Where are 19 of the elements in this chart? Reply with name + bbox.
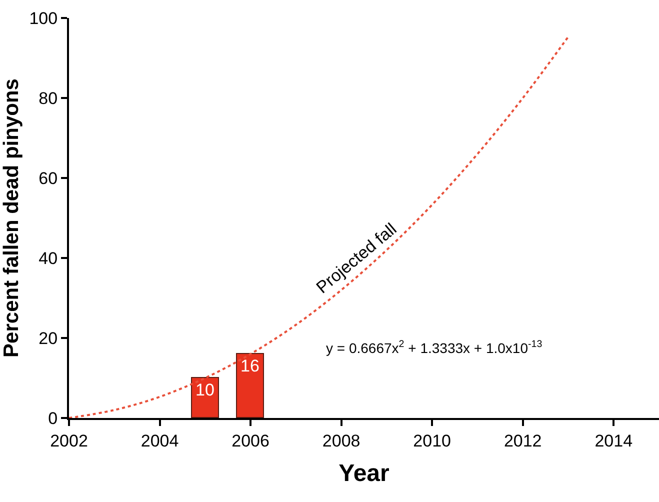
data-label: 16 bbox=[240, 356, 260, 376]
y-tick-label: 100 bbox=[29, 8, 58, 28]
y-tick-label: 40 bbox=[38, 248, 58, 268]
y-tick-label: 60 bbox=[38, 168, 58, 188]
annotation: y = 0.6667x$^{2}$ + 1.3333x + 1.0x10$^{-13}$ bbox=[326, 339, 543, 356]
y-tick-label: 20 bbox=[38, 328, 58, 348]
x-tick-label: 2008 bbox=[322, 431, 360, 450]
x-tick-label: 2006 bbox=[232, 431, 270, 450]
x-axis-title: Year bbox=[338, 460, 390, 488]
y-tick-label: 80 bbox=[38, 88, 58, 108]
x-tick-label: 2004 bbox=[140, 431, 179, 450]
data-label: 10 bbox=[196, 380, 214, 400]
line-series bbox=[69, 36, 570, 418]
x-tick-label: 2014 bbox=[594, 431, 633, 450]
x-tick-label: 2010 bbox=[413, 431, 451, 450]
y-axis-title: Percent fallen dead pinyons bbox=[0, 78, 23, 358]
y-tick-label: 0 bbox=[48, 408, 58, 428]
x-tick-label: 2002 bbox=[50, 431, 88, 450]
x-tick-label: 2012 bbox=[504, 431, 542, 450]
